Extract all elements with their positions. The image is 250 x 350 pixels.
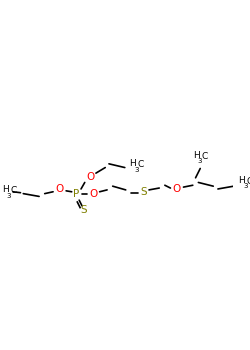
Text: S: S [140, 187, 147, 197]
Text: O: O [89, 189, 97, 199]
Text: C: C [138, 160, 144, 169]
Text: C: C [247, 177, 250, 186]
Text: 3: 3 [6, 193, 11, 199]
Text: H: H [238, 176, 245, 185]
Text: C: C [10, 186, 16, 195]
Text: H: H [130, 159, 136, 168]
Text: O: O [56, 184, 64, 194]
Text: S: S [80, 205, 87, 215]
Text: O: O [86, 172, 94, 182]
Text: O: O [173, 184, 181, 194]
Text: C: C [201, 152, 207, 161]
Text: H: H [2, 186, 8, 194]
Text: 3: 3 [198, 158, 202, 164]
Text: 3: 3 [134, 167, 138, 173]
Text: 3: 3 [243, 183, 248, 189]
Text: H: H [193, 151, 200, 160]
Text: P: P [73, 189, 80, 199]
